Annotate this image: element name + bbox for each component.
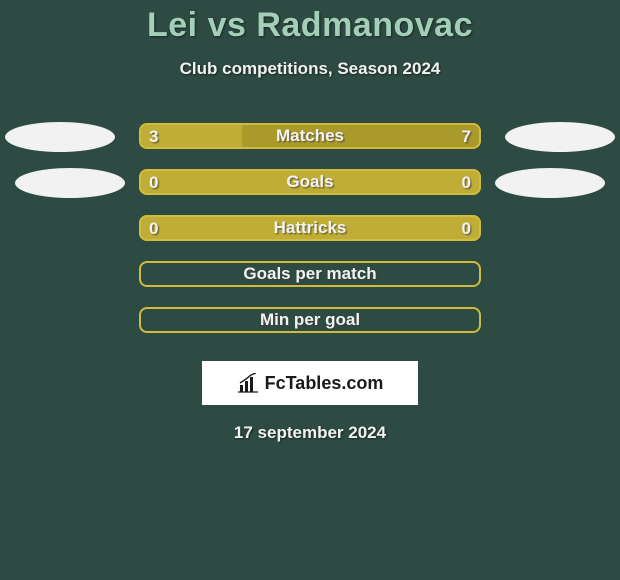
- bar-chart-icon: [237, 373, 259, 393]
- logo-text: FcTables.com: [265, 373, 384, 394]
- stat-row: 00Goals: [0, 167, 620, 213]
- stat-bar-empty: Goals per match: [139, 261, 481, 287]
- subtitle: Club competitions, Season 2024: [0, 59, 620, 79]
- logo-box: FcTables.com: [202, 361, 418, 405]
- stat-label: Goals: [139, 169, 481, 195]
- stat-bar: 00Goals: [139, 169, 481, 195]
- stat-row: 00Hattricks: [0, 213, 620, 259]
- stat-bar: 37Matches: [139, 123, 481, 149]
- player-avatar-left: [15, 168, 125, 198]
- stat-bar-empty: Min per goal: [139, 307, 481, 333]
- stat-label: Matches: [139, 123, 481, 149]
- stat-bar: 00Hattricks: [139, 215, 481, 241]
- stat-label: Hattricks: [139, 215, 481, 241]
- stats-zone: 37Matches 00Goals 00Hattricks Goals per mat…: [0, 121, 620, 351]
- player-avatar-left: [5, 122, 115, 152]
- stat-row: Min per goal: [0, 305, 620, 351]
- page-title: Lei vs Radmanovac: [0, 6, 620, 45]
- date-text: 17 september 2024: [0, 423, 620, 443]
- player-avatar-right: [505, 122, 615, 152]
- player-avatar-right: [495, 168, 605, 198]
- infographic-container: Lei vs Radmanovac Club competitions, Sea…: [0, 0, 620, 580]
- stat-row: Goals per match: [0, 259, 620, 305]
- stat-row: 37Matches: [0, 121, 620, 167]
